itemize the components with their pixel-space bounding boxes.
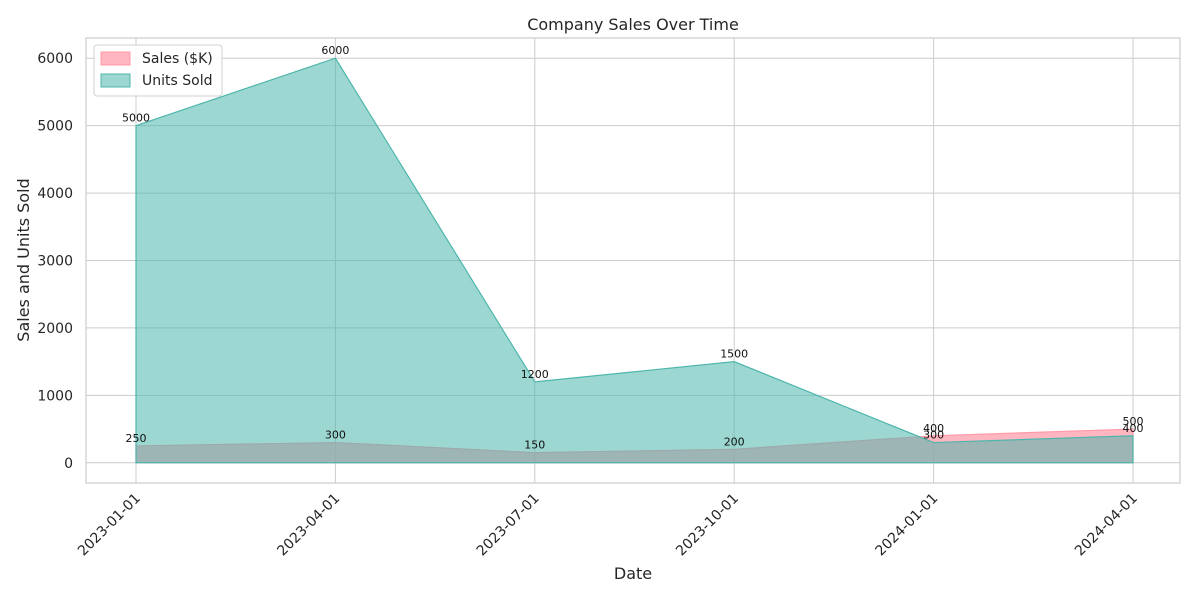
x-tick-label: 2023-04-01 [274, 491, 343, 560]
data-label: 6000 [321, 44, 349, 57]
data-label: 200 [724, 435, 745, 448]
x-tick-label: 2024-01-01 [873, 491, 942, 560]
data-label: 5000 [122, 112, 150, 125]
y-tick-label: 2000 [37, 321, 73, 337]
x-axis-ticks: 2023-01-01 2023-04-01 2023-07-01 2023-10-01… [75, 491, 1141, 560]
y-tick-label: 6000 [37, 51, 73, 67]
series-areas [135, 57, 1134, 464]
legend-swatch-sales [100, 51, 131, 66]
data-label: 300 [325, 429, 346, 442]
x-tick-label: 2023-01-01 [75, 491, 144, 560]
legend-label-sales: Sales ($K) [142, 51, 213, 67]
area-units-sold [135, 57, 1134, 464]
data-label: 300 [923, 429, 944, 442]
data-label: 1200 [521, 368, 549, 381]
y-tick-label: 0 [64, 456, 73, 472]
data-label: 250 [126, 432, 147, 445]
legend-swatch-units [100, 73, 131, 88]
legend-label-units: Units Sold [142, 73, 212, 89]
data-label: 500 [1123, 415, 1144, 428]
plot-frame [85, 37, 1181, 484]
x-tick-label: 2024-04-01 [1072, 491, 1141, 560]
y-tick-label: 4000 [37, 186, 73, 202]
x-tick-label: 2023-10-01 [673, 491, 742, 560]
data-label: 150 [524, 439, 545, 452]
x-tick-label: 2023-07-01 [474, 491, 543, 560]
y-axis-label: Sales and Units Sold [14, 178, 33, 341]
x-axis-label: Date [614, 564, 652, 583]
y-tick-label: 1000 [37, 388, 73, 404]
data-label: 400 [923, 422, 944, 435]
data-label: 400 [1123, 422, 1144, 435]
legend: Sales ($K) Units Sold [93, 44, 223, 97]
chart-title: Company Sales Over Time [527, 15, 739, 34]
data-label: 1500 [720, 348, 748, 361]
y-axis-ticks: 0 1000 2000 3000 4000 5000 6000 [37, 51, 73, 472]
y-tick-label: 3000 [37, 254, 73, 270]
y-tick-label: 5000 [37, 119, 73, 135]
